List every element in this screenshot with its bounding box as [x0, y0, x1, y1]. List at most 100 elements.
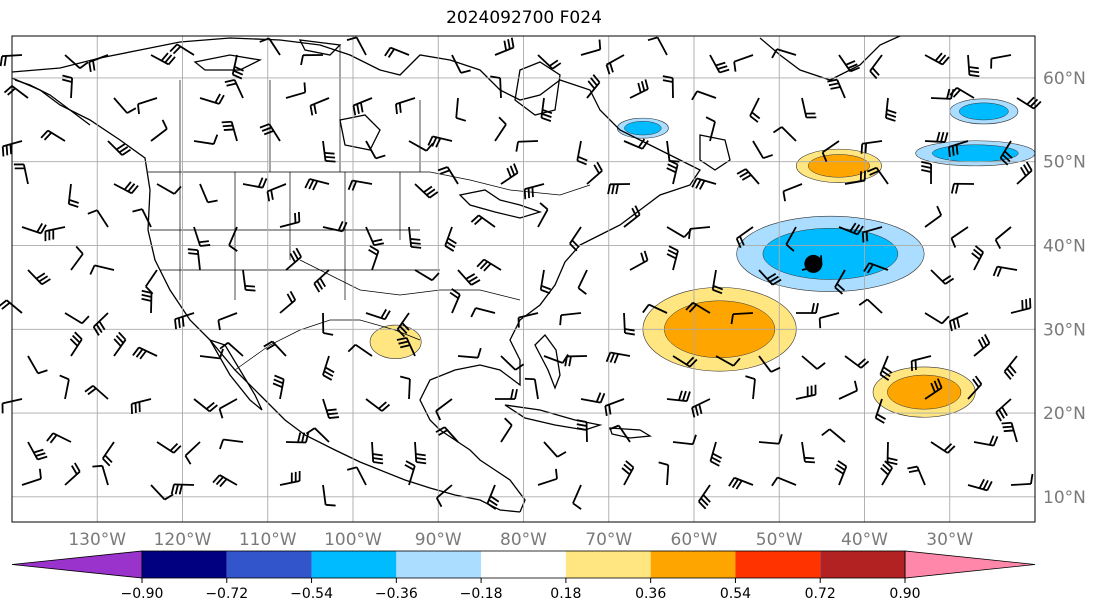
wind-barb-feather [849, 222, 857, 232]
wind-barb-feather [668, 245, 679, 252]
wind-barb [84, 385, 109, 400]
wind-barb [950, 182, 975, 194]
wind-barb-feather [41, 278, 51, 286]
wind-barb-feather [141, 289, 152, 294]
wind-barb [500, 355, 525, 371]
wind-barb [266, 183, 287, 202]
wind-barb [860, 140, 883, 154]
wind-barb-feather [37, 455, 48, 461]
wind-barb-staff [184, 441, 201, 457]
wind-barb [572, 484, 582, 510]
wind-barb-feather [998, 409, 1005, 419]
wind-barb [604, 398, 625, 417]
wind-barb-feather [515, 141, 519, 152]
wind-barb-feather [301, 432, 306, 443]
wind-barb-feather [257, 177, 264, 188]
wind-barb [576, 140, 588, 166]
colorbar-tick-label: 0.18 [550, 586, 581, 602]
lon-tick-label: 130°W [68, 530, 126, 550]
wind-barb-feather [556, 451, 567, 458]
wind-barb [930, 441, 956, 454]
wind-barb-feather [943, 443, 953, 452]
wind-barb-feather [266, 343, 276, 351]
wind-barb [435, 398, 453, 421]
wind-barb-feather [73, 462, 81, 473]
wind-barb [569, 226, 582, 252]
wind-barb-feather [863, 262, 871, 273]
wind-barb-feather [127, 183, 136, 193]
wind-barb [242, 269, 256, 292]
wind-barb-feather [309, 105, 314, 116]
wind-barb-staff [218, 312, 238, 322]
wind-barb-feather [212, 474, 221, 484]
wind-barb-feather [647, 36, 658, 42]
wind-barb [88, 54, 109, 73]
wind-barb-feather [219, 348, 224, 359]
wind-barb [395, 97, 416, 115]
wind-barb [874, 398, 887, 424]
wind-barb [46, 432, 72, 444]
wind-barb-feather [233, 69, 244, 76]
wind-barb [322, 398, 340, 419]
wind-barb-feather [728, 477, 736, 487]
wind-barb-feather [215, 476, 224, 486]
wind-barb-feather [667, 163, 678, 170]
wind-barb-staff [533, 379, 539, 400]
wind-barb [1016, 161, 1033, 185]
wind-barb-feather [323, 370, 334, 377]
wind-barb-feather [700, 497, 709, 507]
wind-barb [771, 476, 797, 487]
wind-barb [263, 340, 287, 357]
wind-barb [404, 460, 416, 486]
wind-barb-feather [705, 116, 716, 123]
wind-barb-feather [435, 497, 443, 508]
shaded-core-positive [887, 374, 962, 410]
wind-barb-feather [415, 453, 426, 457]
wind-barb-staff [785, 226, 797, 245]
wind-barb-feather [123, 181, 132, 191]
wind-barb-feather [608, 404, 612, 415]
wind-barb-feather [637, 138, 646, 148]
wind-barb-feather [488, 499, 498, 507]
wind-barb-feather [644, 79, 649, 90]
wind-barb-feather [682, 390, 687, 401]
wind-barb-feather [169, 442, 179, 452]
wind-barb-feather [541, 116, 552, 122]
wind-barb [27, 355, 48, 375]
colorbar-segment [735, 551, 821, 578]
wind-barb-staff [819, 312, 840, 320]
colorbar-segment [820, 551, 905, 578]
wind-barb-feather [135, 348, 144, 358]
wind-barb-feather [322, 374, 333, 381]
wind-barb [347, 343, 373, 357]
wind-barb-staff [457, 355, 479, 359]
wind-barb-feather [172, 45, 182, 55]
wind-barb-feather [451, 288, 461, 296]
wind-barb [950, 226, 969, 248]
wind-barb-feather [217, 320, 221, 331]
wind-barb [995, 398, 1012, 422]
wind-barb-feather [624, 332, 635, 336]
wind-barb [150, 484, 174, 501]
wind-barb [500, 417, 513, 443]
wind-barb-feather [59, 374, 70, 381]
wind-barb-feather [691, 407, 696, 418]
wind-barb [580, 392, 606, 404]
wind-barb-feather [974, 375, 983, 385]
wind-barb [486, 484, 500, 510]
wind-barb-feather [399, 375, 411, 380]
wind-barb-staff [1010, 483, 1032, 486]
wind-barb-feather [68, 203, 79, 208]
wind-barb [921, 161, 932, 185]
wind-barb [132, 346, 158, 360]
wind-barb-feather [712, 288, 723, 295]
wind-barb [709, 441, 722, 467]
wind-barb-feather [951, 145, 955, 156]
wind-barb-feather [887, 461, 898, 466]
wind-barb-feather [1, 302, 11, 310]
wind-barb-feather [730, 313, 734, 325]
storm-marker-layer [804, 254, 823, 273]
wind-barb-staff [752, 140, 764, 159]
wind-barb-feather [79, 61, 89, 69]
wind-barb-feather [468, 276, 478, 283]
